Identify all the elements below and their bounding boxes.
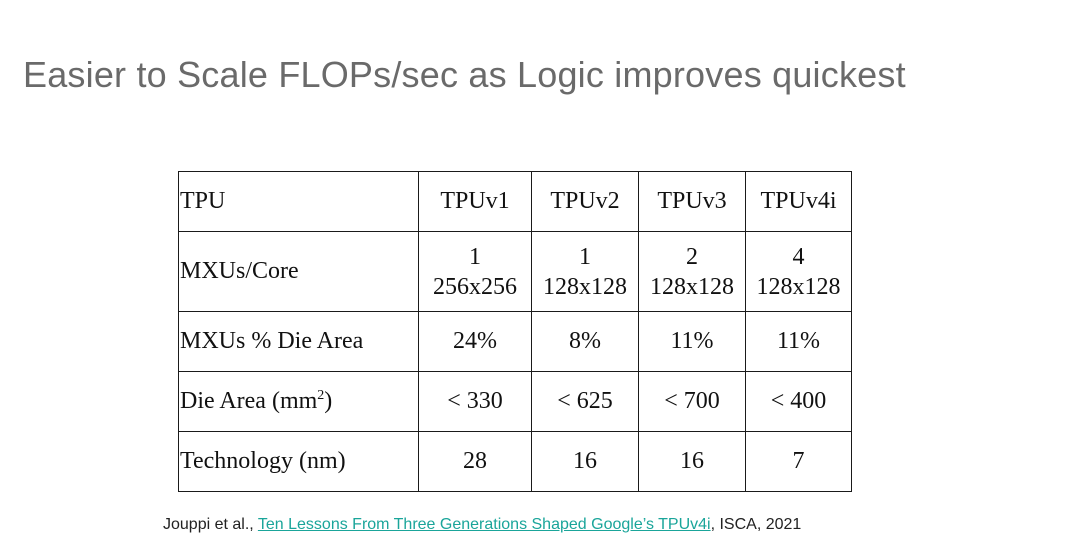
header-cell-tpuv3: TPUv3 (638, 171, 746, 232)
table-cell: 24% (418, 311, 532, 372)
table-row-die-area: Die Area (mm2) < 330 < 625 < 700 < 400 (178, 371, 852, 432)
table-cell: < 625 (531, 371, 639, 432)
table-cell: 1 128x128 (531, 231, 639, 312)
die-area-label-close: ) (324, 388, 333, 414)
row-label-technology: Technology (nm) (178, 431, 419, 492)
header-cell-tpuv2: TPUv2 (531, 171, 639, 232)
mxu-count: 1 (469, 243, 481, 270)
table-row-technology: Technology (nm) 28 16 16 7 (178, 431, 852, 492)
table-cell: 11% (745, 311, 852, 372)
mxu-size: 256x256 (433, 273, 517, 300)
mxu-count: 2 (686, 243, 698, 270)
mxu-size: 128x128 (756, 273, 841, 300)
citation-venue: , ISCA, 2021 (710, 516, 802, 533)
row-label-die-area: Die Area (mm2) (178, 371, 419, 432)
header-cell-tpuv4i: TPUv4i (745, 171, 852, 232)
tpu-comparison-table: TPU TPUv1 TPUv2 TPUv3 TPUv4i MXUs/Core 1… (178, 171, 852, 492)
table-cell: 1 256x256 (418, 231, 532, 312)
citation-authors: Jouppi et al., (163, 516, 258, 533)
table-cell: 28 (418, 431, 532, 492)
table-cell: 16 (531, 431, 639, 492)
table-cell: 4 128x128 (745, 231, 852, 312)
table-row-mxus-per-core: MXUs/Core 1 256x256 1 128x128 2 128x128 … (178, 231, 852, 312)
slide-title: Easier to Scale FLOPs/sec as Logic impro… (23, 54, 906, 95)
table-cell: 7 (745, 431, 852, 492)
table-cell: 2 128x128 (638, 231, 746, 312)
table-cell: < 700 (638, 371, 746, 432)
header-cell-tpu: TPU (178, 171, 419, 232)
row-label-mxus-die-area: MXUs % Die Area (178, 311, 419, 372)
mxu-size: 128x128 (650, 273, 734, 300)
table-cell: < 400 (745, 371, 852, 432)
row-label-mxus-per-core: MXUs/Core (178, 231, 419, 312)
die-area-label-text: Die Area (mm (180, 388, 318, 414)
paper-link[interactable]: Ten Lessons From Three Generations Shape… (257, 516, 711, 533)
mxu-size: 128x128 (543, 273, 627, 300)
table-header-row: TPU TPUv1 TPUv2 TPUv3 TPUv4i (178, 171, 852, 232)
table-cell: < 330 (418, 371, 532, 432)
citation: Jouppi et al., Ten Lessons From Three Ge… (163, 516, 801, 534)
table-row-mxus-die-area: MXUs % Die Area 24% 8% 11% 11% (178, 311, 852, 372)
header-cell-tpuv1: TPUv1 (418, 171, 532, 232)
mxu-count: 1 (579, 243, 591, 270)
die-area-label-superscript: 2 (317, 388, 325, 403)
table-cell: 16 (638, 431, 746, 492)
mxu-count: 4 (792, 243, 805, 270)
table-cell: 8% (531, 311, 639, 372)
table-cell: 11% (638, 311, 746, 372)
